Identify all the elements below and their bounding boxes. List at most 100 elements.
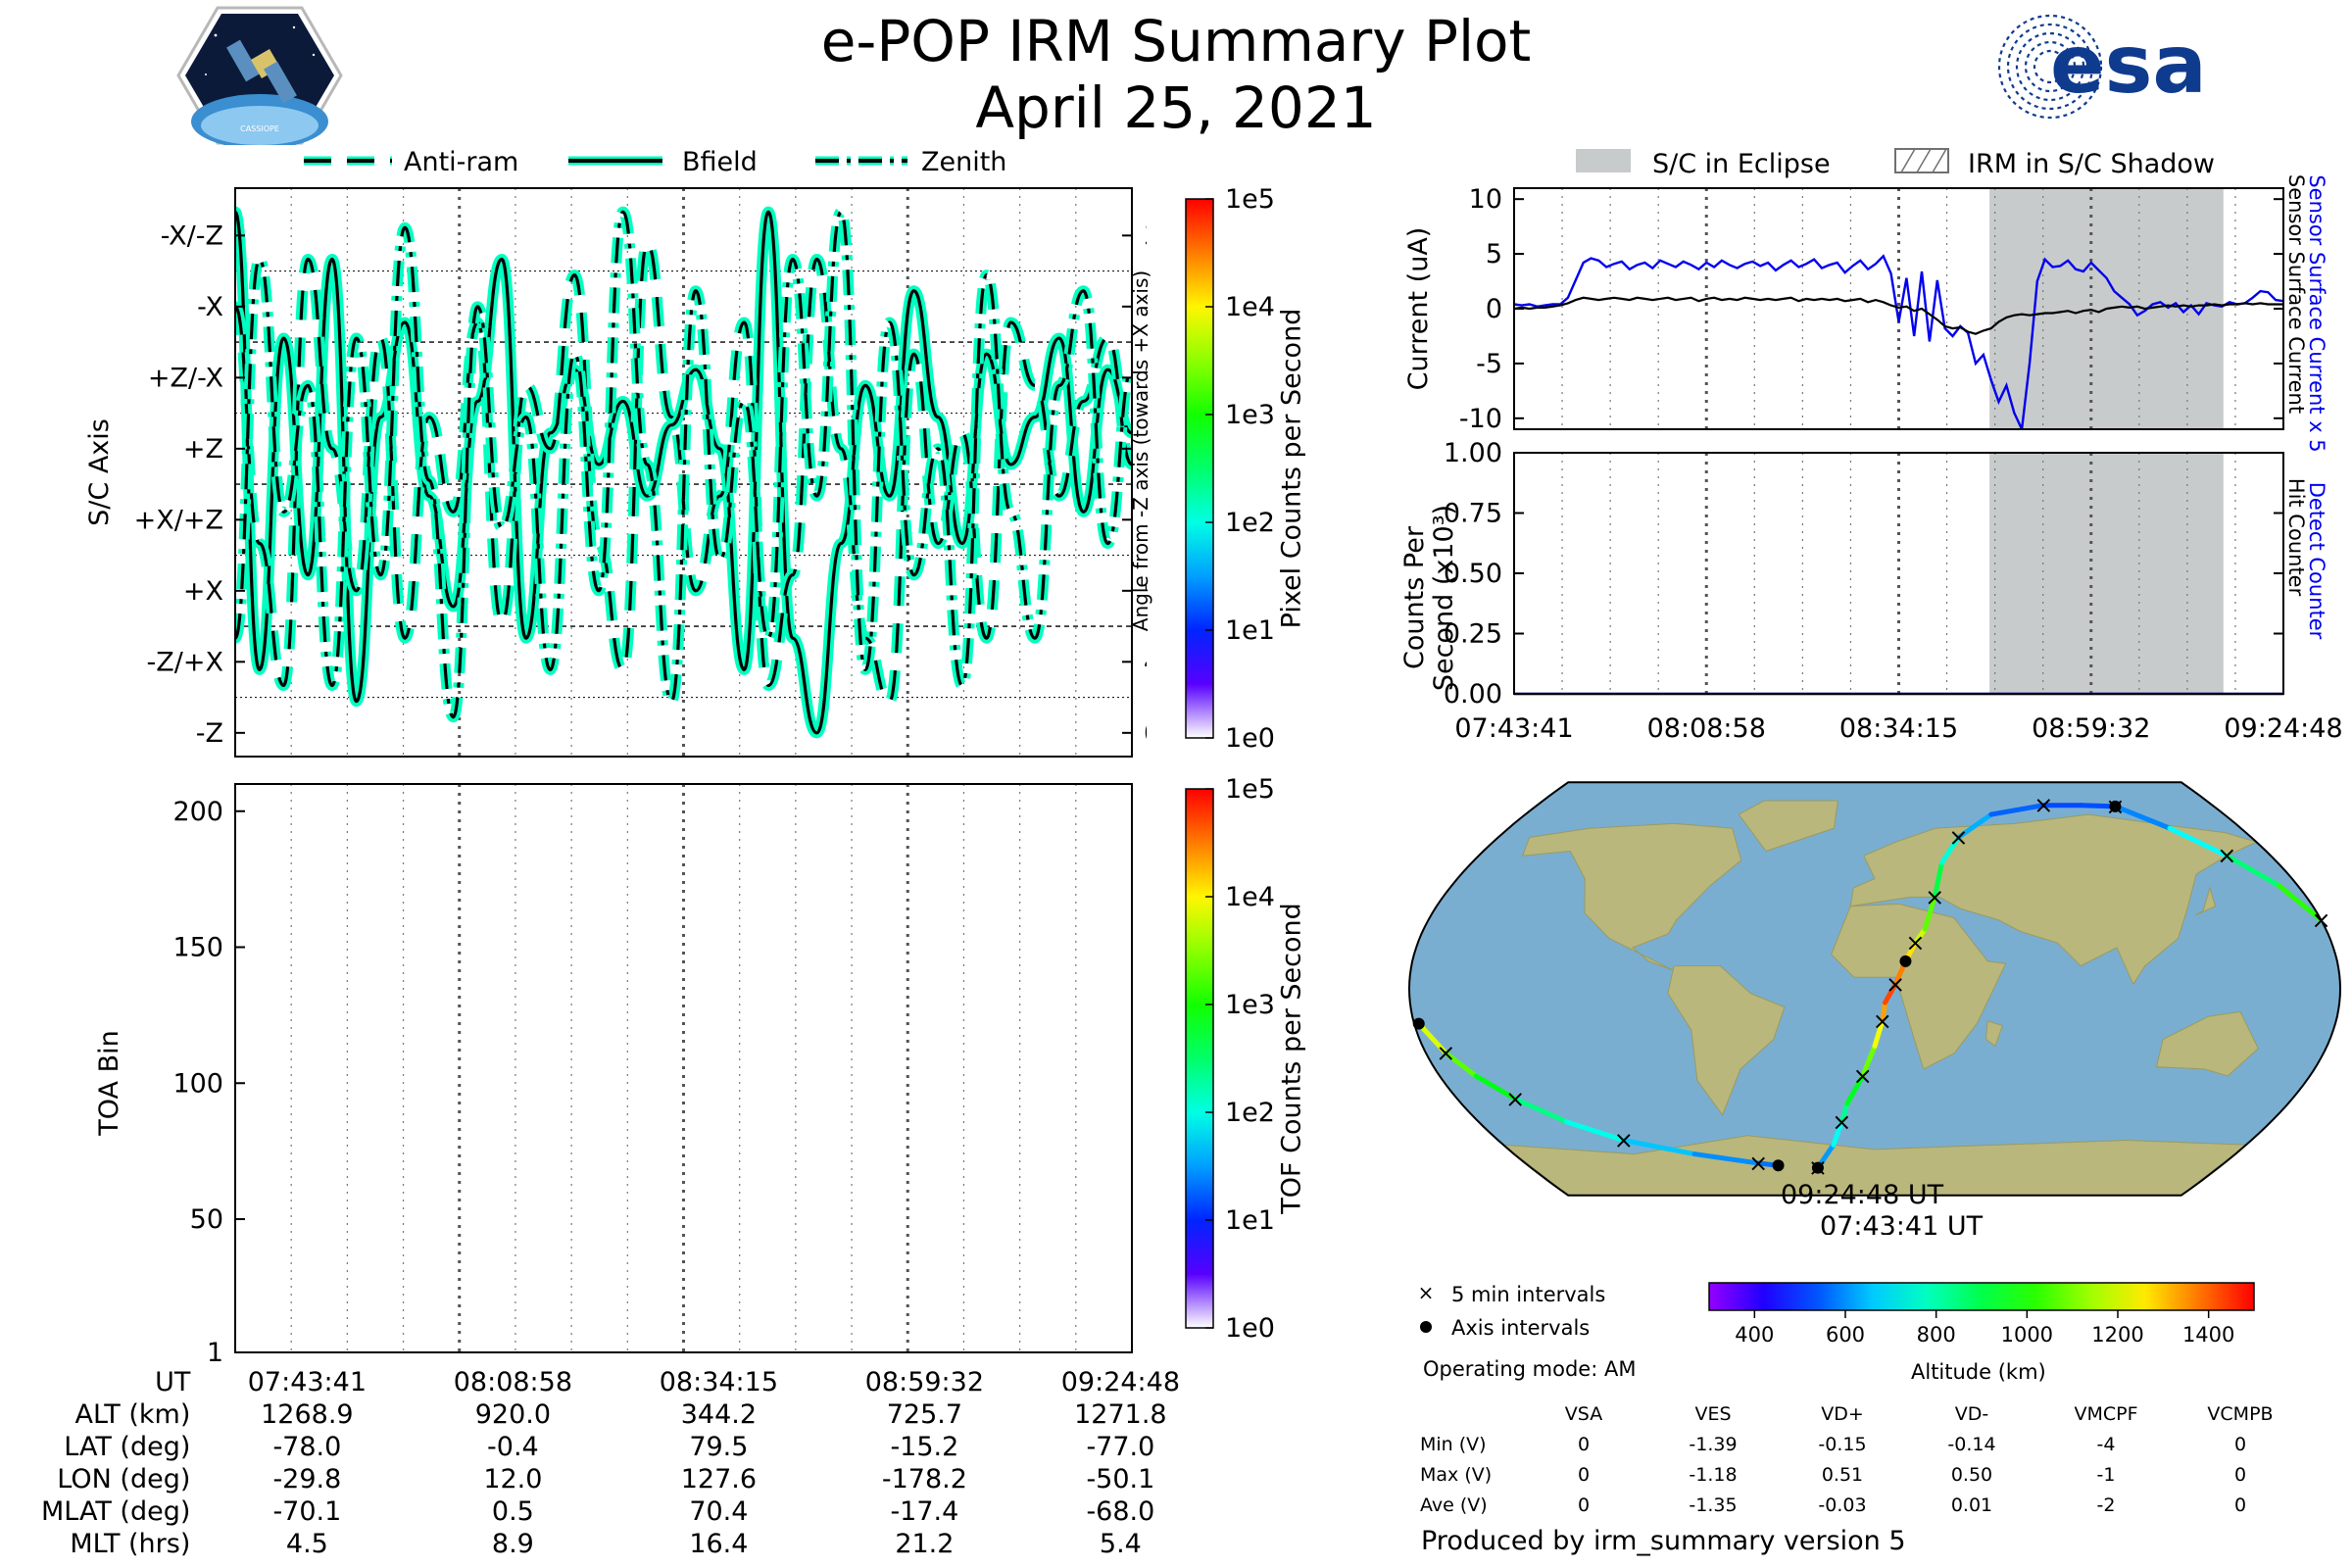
sc-axis-frame xyxy=(234,187,1133,758)
axis-category-tick: -Z/+X xyxy=(147,647,223,677)
ephemeris-cell: 08:59:32 xyxy=(864,1367,984,1397)
ground-track-map: ×××××××××××××××× 09:24:48 UT 07:43:41 UT xyxy=(1407,781,2342,1235)
legend-bfield-label: Bfield xyxy=(682,147,758,177)
ephemeris-cell: 16.4 xyxy=(689,1529,749,1559)
pixel-colorbar-tick: 1e2 xyxy=(1225,508,1275,538)
tof-colorbar-tick: 1e3 xyxy=(1225,990,1275,1020)
voltage-cell: -1.39 xyxy=(1689,1433,1738,1455)
track-segment xyxy=(1691,1152,1761,1166)
ephemeris-cell: -78.0 xyxy=(272,1432,342,1462)
map-landmass xyxy=(2155,1010,2259,1077)
ephemeris-cell: 79.5 xyxy=(689,1432,749,1462)
voltage-cell: -0.03 xyxy=(1818,1494,1867,1516)
ephemeris-cell: -70.1 xyxy=(272,1496,342,1527)
ephemeris-cell: 1271.8 xyxy=(1074,1399,1167,1430)
sc-axis-ylabel: S/C Axis xyxy=(84,418,115,526)
ephemeris-row-label: MLT (hrs) xyxy=(70,1529,191,1559)
pixel-colorbar-tick: 1e5 xyxy=(1225,184,1275,215)
voltage-header: VES xyxy=(1694,1402,1732,1425)
legend-axis-label: Axis intervals xyxy=(1451,1316,1590,1340)
track-5min-marker: × xyxy=(1873,1007,1892,1035)
altitude-tick: 1400 xyxy=(2182,1323,2234,1347)
track-segment xyxy=(1844,1073,1866,1106)
legend-shadow-label: IRM in S/C Shadow xyxy=(1968,149,2215,179)
cur-series-blue xyxy=(1514,254,2283,429)
cnt-ytick: 1.00 xyxy=(1444,441,1502,468)
tof-colorbar-tick: 1e4 xyxy=(1225,882,1275,912)
series-line-zenith xyxy=(235,210,1132,719)
pixel-colorbar-tick: 1e4 xyxy=(1225,292,1275,322)
track-segment xyxy=(1512,1096,1570,1125)
tof-colorbar: 1e5 1e4 1e3 1e2 1e1 1e0 xyxy=(1185,774,1275,1343)
cnt-eclipse-band xyxy=(1989,453,2224,694)
angle-tick: 180 xyxy=(1144,434,1147,465)
altitude-label: Altitude (km) xyxy=(1911,1360,2046,1384)
toa-frame xyxy=(234,783,1133,1353)
voltage-cell: -0.15 xyxy=(1818,1433,1867,1455)
ephemeris-cell: 344.2 xyxy=(680,1399,758,1430)
voltage-cell: 0 xyxy=(1577,1494,1591,1516)
altitude-tick: 400 xyxy=(1735,1323,1774,1347)
toa-tick: 200 xyxy=(172,797,223,827)
map-landmass xyxy=(2194,886,2217,916)
tof-colorbar-label: TOF Counts per Second xyxy=(1276,903,1307,1214)
current-chart: 10 5 0 -5 -10 Current (uA) xyxy=(1403,184,2284,434)
ephemeris-cell: 07:43:41 xyxy=(247,1367,367,1397)
voltage-table: VSA VES VD+ VD- VMCPF VCMPB Min (V) 0 -1.39 -0.15… xyxy=(1419,1398,2305,1520)
ephemeris-cell: 21.2 xyxy=(895,1529,955,1559)
angle-tick: 45 xyxy=(1144,647,1147,677)
counts-right-label-black: Hit Counter xyxy=(2284,477,2308,597)
ephemeris-cell: 12.0 xyxy=(483,1464,543,1494)
voltage-row-label: Ave (V) xyxy=(1420,1494,1488,1516)
ephemeris-cell: 1268.9 xyxy=(261,1399,354,1430)
voltage-cell: 0.51 xyxy=(1821,1463,1864,1486)
legend-5min-marker: × xyxy=(1418,1281,1435,1304)
pixel-colorbar-tick: 1e3 xyxy=(1225,400,1275,430)
track-segment xyxy=(1443,1051,1479,1079)
voltage-cell: -1 xyxy=(2096,1463,2116,1486)
track-axis-marker xyxy=(2109,800,2122,812)
axis-category-tick: +Z xyxy=(183,434,223,465)
ephemeris-cell: 920.0 xyxy=(474,1399,552,1430)
track-5min-marker: × xyxy=(2217,842,2236,869)
ephemeris-cell: 8.9 xyxy=(491,1529,534,1559)
track-axis-marker xyxy=(1772,1159,1785,1172)
ephemeris-cell: 4.5 xyxy=(285,1529,328,1559)
track-segment xyxy=(1838,1101,1850,1125)
angle-tick: 135 xyxy=(1144,505,1147,535)
angle-tick: 270 xyxy=(1144,292,1147,322)
ephemeris-cell: 08:34:15 xyxy=(659,1367,778,1397)
counts-ylabel: Counts Per Second (x10³) xyxy=(1399,504,1459,692)
altitude-gradient xyxy=(1708,1282,2255,1311)
toa-tick: 100 xyxy=(172,1068,223,1099)
axis-category-tick: +Z/-X xyxy=(148,363,223,393)
axis-category-tick: -Z xyxy=(196,718,223,749)
cnt-ytick: 0.00 xyxy=(1444,679,1502,710)
track-segment xyxy=(1922,894,1937,932)
tof-colorbar-tick: 1e5 xyxy=(1225,774,1275,805)
cassiope-logo: CASSIOPE xyxy=(176,6,343,145)
tof-colorbar-tick: 1e0 xyxy=(1225,1313,1275,1343)
page-date: April 25, 2021 xyxy=(975,74,1377,141)
cassiope-logo-text: CASSIOPE xyxy=(240,124,279,133)
tof-colorbar-tick: 1e2 xyxy=(1225,1098,1275,1128)
toa-ylabel: TOA Bin xyxy=(94,1030,124,1136)
ephemeris-cell: -17.4 xyxy=(890,1496,959,1527)
track-segment xyxy=(2224,853,2282,889)
voltage-cell: 0.01 xyxy=(1950,1494,1993,1516)
ephemeris-cell: 70.4 xyxy=(689,1496,749,1527)
voltage-cell: -0.14 xyxy=(1947,1433,1996,1455)
cur-ytick: 10 xyxy=(1469,184,1502,215)
track-segment xyxy=(1564,1119,1627,1144)
ephemeris-cell: -15.2 xyxy=(890,1432,959,1462)
cur-series-black xyxy=(1514,296,2283,335)
track-5min-marker: × xyxy=(1436,1040,1455,1067)
ephemeris-cell: 08:08:58 xyxy=(453,1367,572,1397)
ephemeris-cell: 0.5 xyxy=(491,1496,534,1527)
track-segment xyxy=(1939,834,1961,865)
voltage-cell: -4 xyxy=(2096,1433,2116,1455)
track-segment xyxy=(2167,825,2230,858)
toa-tick: 150 xyxy=(172,933,223,963)
track-5min-marker: × xyxy=(1886,970,1905,998)
